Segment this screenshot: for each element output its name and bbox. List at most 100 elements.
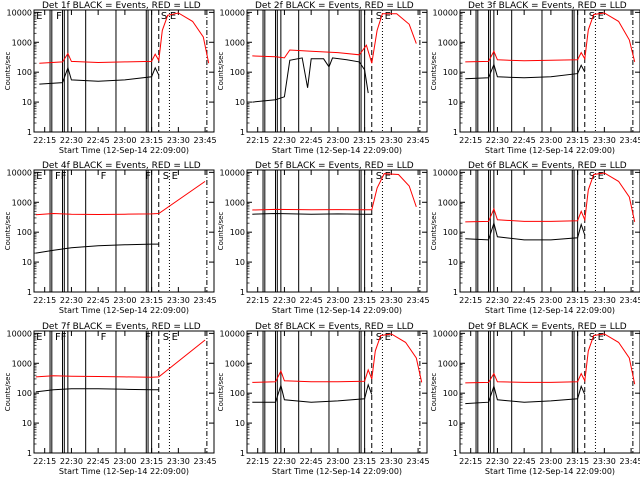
mode-label: S <box>376 171 382 182</box>
x-tick-label: 23:45 <box>407 296 430 305</box>
x-tick-label: 22:45 <box>300 457 323 466</box>
x-tick-label: 23:45 <box>194 136 217 145</box>
lld-series-line <box>465 333 636 385</box>
x-tick-label: 23:45 <box>620 296 640 305</box>
events-series-line <box>465 62 586 80</box>
x-tick-label: 23:00 <box>113 457 136 466</box>
x-tick-label: 23:45 <box>407 457 430 466</box>
x-tick-label: 23:30 <box>380 136 403 145</box>
events-series-line <box>35 388 159 393</box>
x-axis-label: Start Time (12-Sep-14 22:09:00) <box>59 146 189 155</box>
x-tick-label: 23:15 <box>353 296 376 305</box>
plot-frame <box>246 9 428 133</box>
plot-frame <box>459 169 640 293</box>
y-tick-label: 10 <box>22 258 32 267</box>
y-axis-label: Counts/sec <box>4 52 12 91</box>
y-tick-label: 1 <box>27 288 32 297</box>
x-tick-label: 23:15 <box>140 296 163 305</box>
y-axis-label: Counts/sec <box>430 373 438 412</box>
mode-label: FF <box>55 332 67 343</box>
mode-label: E <box>385 11 391 22</box>
y-tick-label: 10 <box>448 419 458 428</box>
y-tick-label: 1 <box>240 449 245 458</box>
x-tick-label: 23:45 <box>194 457 217 466</box>
panel-title: Det 4f BLACK = Events, RED = LLD <box>42 161 201 171</box>
y-tick-label: 100 <box>230 68 245 77</box>
x-tick-label: 23:00 <box>326 296 349 305</box>
x-tick-label: 23:45 <box>620 457 640 466</box>
x-axis-label: Start Time (12-Sep-14 22:09:00) <box>59 467 189 476</box>
events-series-line <box>35 243 159 254</box>
y-tick-label: 10000 <box>7 329 32 338</box>
y-tick-label: 1 <box>27 128 32 137</box>
lld-series-line <box>252 173 417 211</box>
x-tick-label: 22:30 <box>486 136 509 145</box>
y-tick-label: 100 <box>230 228 245 237</box>
y-tick-label: 1000 <box>225 38 245 47</box>
x-tick-label: 23:15 <box>353 457 376 466</box>
x-axis-label: Start Time (12-Sep-14 22:09:00) <box>485 306 615 315</box>
detector-panel: Det 2f BLACK = Events, RED = LLD 1 10 100 10… <box>217 1 430 155</box>
y-tick-label: 10000 <box>433 329 458 338</box>
mode-label: E <box>598 11 604 22</box>
panel-title: Det 7f BLACK = Events, RED = LLD <box>42 322 201 332</box>
mode-label: S <box>163 171 169 182</box>
x-tick-label: 23:00 <box>539 296 562 305</box>
x-tick-label: 22:30 <box>486 457 509 466</box>
y-tick-label: 1000 <box>12 359 32 368</box>
detector-panel: Det 6f BLACK = Events, RED = LLD 1 10 100 10… <box>430 161 640 315</box>
x-tick-label: 23:30 <box>593 296 616 305</box>
x-tick-label: 22:15 <box>33 136 56 145</box>
y-tick-label: 10 <box>22 98 32 107</box>
y-axis-label: Counts/sec <box>4 373 12 412</box>
panel-title: Det 5f BLACK = Events, RED = LLD <box>255 161 414 171</box>
plot-frame <box>33 9 215 133</box>
x-tick-label: 22:15 <box>459 457 482 466</box>
mode-label: E <box>170 11 176 22</box>
x-axis-label: Start Time (12-Sep-14 22:09:00) <box>272 467 402 476</box>
events-series-line <box>39 66 160 85</box>
y-tick-label: 1000 <box>438 38 458 47</box>
x-tick-label: 22:30 <box>273 136 296 145</box>
mode-label: S <box>163 332 169 343</box>
panel-title: Det 9f BLACK = Events, RED = LLD <box>468 322 627 332</box>
x-tick-label: 22:45 <box>87 296 110 305</box>
plot-frame <box>246 169 428 293</box>
mode-label: E <box>36 332 42 343</box>
y-axis-label: Counts/sec <box>430 212 438 251</box>
mode-label: E <box>36 11 42 22</box>
mode-label: S <box>589 11 595 22</box>
x-tick-label: 23:00 <box>113 296 136 305</box>
x-tick-label: 23:00 <box>326 457 349 466</box>
y-axis-label: Counts/sec <box>217 373 225 412</box>
y-tick-label: 10000 <box>220 8 245 17</box>
panel-title: Det 2f BLACK = Events, RED = LLD <box>255 1 414 11</box>
x-tick-label: 23:00 <box>113 136 136 145</box>
x-tick-label: 22:45 <box>513 296 536 305</box>
x-tick-label: 23:30 <box>380 457 403 466</box>
mode-label: E <box>172 171 178 182</box>
mode-label: F <box>145 171 151 182</box>
x-tick-label: 22:15 <box>246 457 269 466</box>
lld-series-line <box>35 180 206 216</box>
x-tick-label: 22:45 <box>87 457 110 466</box>
detector-panel: Det 5f BLACK = Events, RED = LLD 1 10 100 10… <box>217 161 430 315</box>
x-tick-label: 23:30 <box>593 457 616 466</box>
x-tick-label: 23:15 <box>566 457 589 466</box>
y-tick-label: 1 <box>240 288 245 297</box>
panel-title: Det 3f BLACK = Events, RED = LLD <box>468 1 627 11</box>
x-tick-label: 23:15 <box>353 136 376 145</box>
mode-label: F <box>56 11 62 22</box>
x-tick-label: 22:30 <box>273 457 296 466</box>
mode-label: F <box>101 171 107 182</box>
plot-frame <box>33 330 215 454</box>
mode-label: F <box>145 332 151 343</box>
y-tick-label: 10000 <box>7 8 32 17</box>
y-tick-label: 100 <box>17 68 32 77</box>
mode-label: E <box>36 171 42 182</box>
mode-label: S <box>376 332 382 343</box>
y-tick-label: 1 <box>240 128 245 137</box>
events-series-line <box>252 212 372 215</box>
y-tick-label: 100 <box>443 68 458 77</box>
